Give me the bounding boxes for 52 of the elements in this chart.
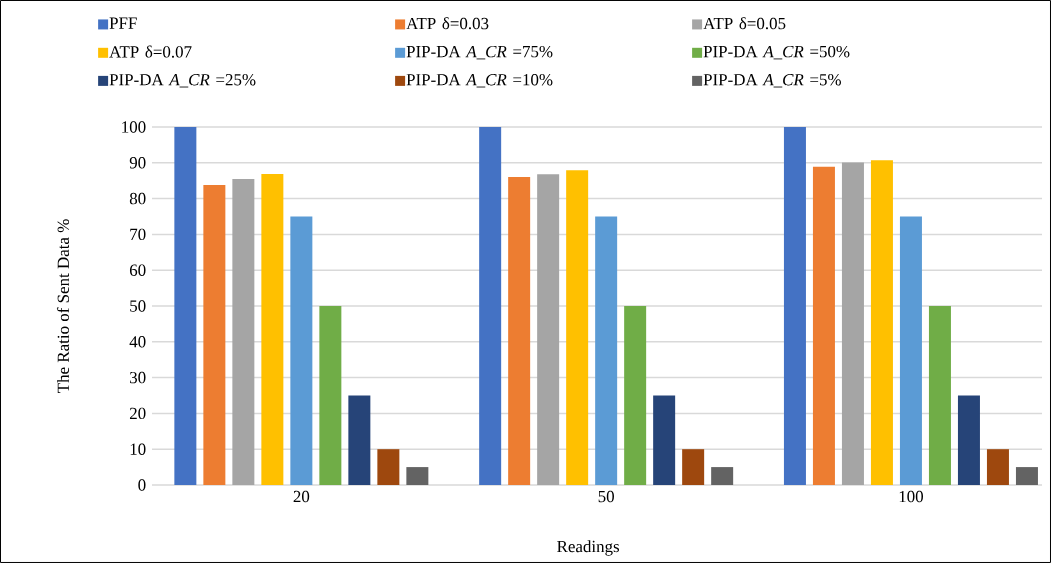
y-tick-label: 100 <box>122 121 146 133</box>
x-tick-label: 50 <box>598 490 614 503</box>
y-tick-label: 90 <box>129 157 146 169</box>
legend-label: PFF <box>109 17 137 29</box>
y-tick-label: 70 <box>130 228 146 241</box>
bar <box>928 305 951 485</box>
legend-label: PIP-DA A_CR =10% <box>406 73 553 88</box>
bar <box>537 174 560 485</box>
bar <box>566 170 589 485</box>
y-tick-label: 0 <box>138 479 146 491</box>
bar <box>290 216 313 485</box>
legend-label: ATP δ=0.03 <box>406 17 489 30</box>
y-tick-label: 60 <box>129 264 146 276</box>
bar <box>508 177 531 485</box>
bar <box>711 467 734 485</box>
bar <box>986 449 1009 485</box>
bar <box>682 449 705 485</box>
bar <box>899 216 922 485</box>
x-tick-label: 100 <box>899 490 924 503</box>
x-axis-title: Readings <box>557 540 620 556</box>
bar <box>841 162 864 485</box>
bar <box>870 160 893 485</box>
bar <box>624 305 647 485</box>
bar <box>479 126 502 485</box>
y-tick-label: 40 <box>129 336 146 348</box>
legend-label: PIP-DA A_CR =5% <box>703 73 841 88</box>
y-tick-label: 20 <box>129 407 146 420</box>
y-tick-label: 30 <box>130 371 146 384</box>
legend-label: PIP-DA A_CR =50% <box>703 45 850 60</box>
bar <box>812 166 835 485</box>
bar <box>348 395 371 485</box>
bar <box>1015 467 1038 485</box>
bar <box>232 178 255 485</box>
legend-label: PIP-DA A_CR =25% <box>109 73 256 88</box>
y-axis-title: The Ratio of Sent Data % <box>56 219 70 393</box>
bar <box>377 449 400 485</box>
legend-label: PIP-DA A_CR =75% <box>406 45 553 60</box>
bar <box>319 305 342 485</box>
y-tick-label: 80 <box>129 192 146 205</box>
x-tick-label: 20 <box>293 490 310 503</box>
bar <box>261 173 284 485</box>
legend-label: ATP δ=0.07 <box>109 45 192 58</box>
bar <box>957 395 980 485</box>
bar <box>174 126 197 485</box>
bar <box>783 126 806 485</box>
bar <box>653 395 676 485</box>
legend-label: ATP δ=0.05 <box>703 17 786 30</box>
bar <box>595 216 618 485</box>
y-tick-label: 10 <box>130 443 146 455</box>
bar <box>406 467 429 485</box>
y-tick-label: 50 <box>130 300 146 312</box>
bar <box>203 184 226 485</box>
